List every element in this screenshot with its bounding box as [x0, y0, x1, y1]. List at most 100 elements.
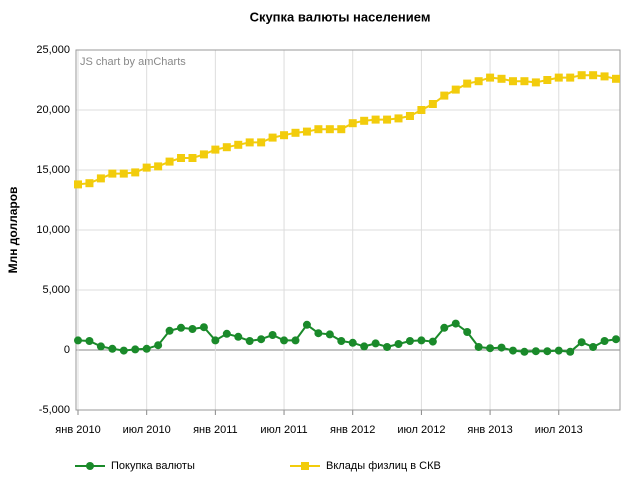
marker	[360, 342, 369, 351]
marker	[222, 143, 231, 152]
marker	[119, 169, 128, 178]
marker	[245, 138, 254, 147]
marker	[577, 338, 586, 347]
x-tick-label: июл 2013	[535, 424, 583, 436]
marker	[291, 336, 300, 345]
marker	[520, 347, 529, 356]
marker	[589, 71, 598, 80]
marker	[74, 180, 82, 189]
x-tick-label: июл 2012	[397, 424, 445, 436]
marker	[245, 337, 254, 345]
marker	[383, 115, 392, 124]
x-tick-label: янв 2013	[467, 424, 512, 436]
marker	[531, 78, 540, 87]
legend-label: Вклады физлиц в СКВ	[326, 460, 441, 472]
marker	[291, 128, 300, 137]
marker	[96, 342, 105, 351]
marker	[302, 320, 311, 329]
marker	[142, 163, 151, 172]
marker	[543, 76, 552, 84]
marker	[566, 347, 575, 356]
marker	[394, 340, 403, 348]
x-tick-label: июл 2011	[260, 424, 307, 436]
marker	[199, 323, 208, 332]
x-tick-label: янв 2010	[55, 424, 100, 436]
marker	[417, 336, 426, 345]
y-axis-label: Млн долларов	[6, 187, 20, 274]
marker	[428, 100, 437, 108]
marker	[566, 73, 575, 82]
marker	[211, 145, 220, 154]
x-tick-label: янв 2012	[330, 424, 375, 436]
marker	[131, 345, 140, 354]
marker	[497, 74, 506, 83]
marker	[348, 338, 357, 347]
marker	[440, 91, 449, 100]
marker	[131, 168, 140, 177]
marker	[85, 337, 94, 345]
x-tick-label: июл 2010	[123, 424, 171, 436]
marker	[474, 77, 483, 86]
marker	[428, 337, 437, 346]
marker	[337, 337, 346, 345]
marker	[337, 125, 346, 134]
y-tick-label: 20,000	[36, 104, 70, 116]
marker	[280, 336, 289, 345]
marker	[268, 133, 277, 142]
marker	[325, 125, 334, 134]
marker	[348, 119, 357, 128]
marker	[600, 72, 609, 81]
marker	[211, 336, 220, 345]
marker	[165, 326, 174, 335]
marker	[108, 169, 117, 178]
marker	[314, 329, 323, 338]
marker	[234, 140, 243, 149]
marker	[543, 347, 552, 356]
marker	[360, 116, 369, 125]
marker	[280, 131, 289, 140]
legend-marker	[301, 462, 309, 470]
marker	[554, 73, 563, 82]
marker	[177, 323, 186, 332]
marker	[222, 329, 231, 338]
marker	[154, 162, 163, 171]
marker	[486, 344, 495, 353]
marker	[463, 328, 472, 336]
marker	[497, 343, 506, 352]
marker	[463, 79, 472, 88]
y-tick-label: 15,000	[36, 164, 70, 176]
marker	[371, 339, 380, 348]
marker	[486, 73, 495, 82]
marker	[451, 319, 460, 328]
marker	[440, 323, 449, 332]
plot-frame	[75, 49, 621, 411]
marker	[474, 343, 483, 351]
marker	[371, 115, 380, 124]
marker	[177, 154, 186, 162]
marker	[154, 341, 163, 350]
marker	[165, 157, 174, 166]
marker	[612, 74, 620, 83]
marker	[589, 343, 598, 351]
marker	[394, 114, 403, 123]
marker	[257, 335, 266, 344]
marker	[85, 179, 94, 188]
chart-title: Скупка валюты населением	[250, 9, 431, 24]
marker	[554, 346, 563, 355]
marker	[108, 344, 117, 353]
marker	[405, 337, 414, 345]
marker	[268, 331, 277, 339]
y-tick-label: -5,000	[39, 404, 70, 416]
marker	[508, 77, 517, 86]
marker	[188, 154, 197, 162]
marker	[257, 138, 266, 147]
y-tick-label: 10,000	[36, 224, 70, 236]
y-tick-label: 5,000	[42, 284, 70, 296]
marker	[600, 337, 609, 345]
marker	[531, 347, 540, 356]
marker	[325, 330, 334, 339]
marker	[96, 174, 105, 183]
legend-label: Покупка валюты	[111, 460, 195, 472]
y-tick-label: 25,000	[36, 44, 70, 56]
